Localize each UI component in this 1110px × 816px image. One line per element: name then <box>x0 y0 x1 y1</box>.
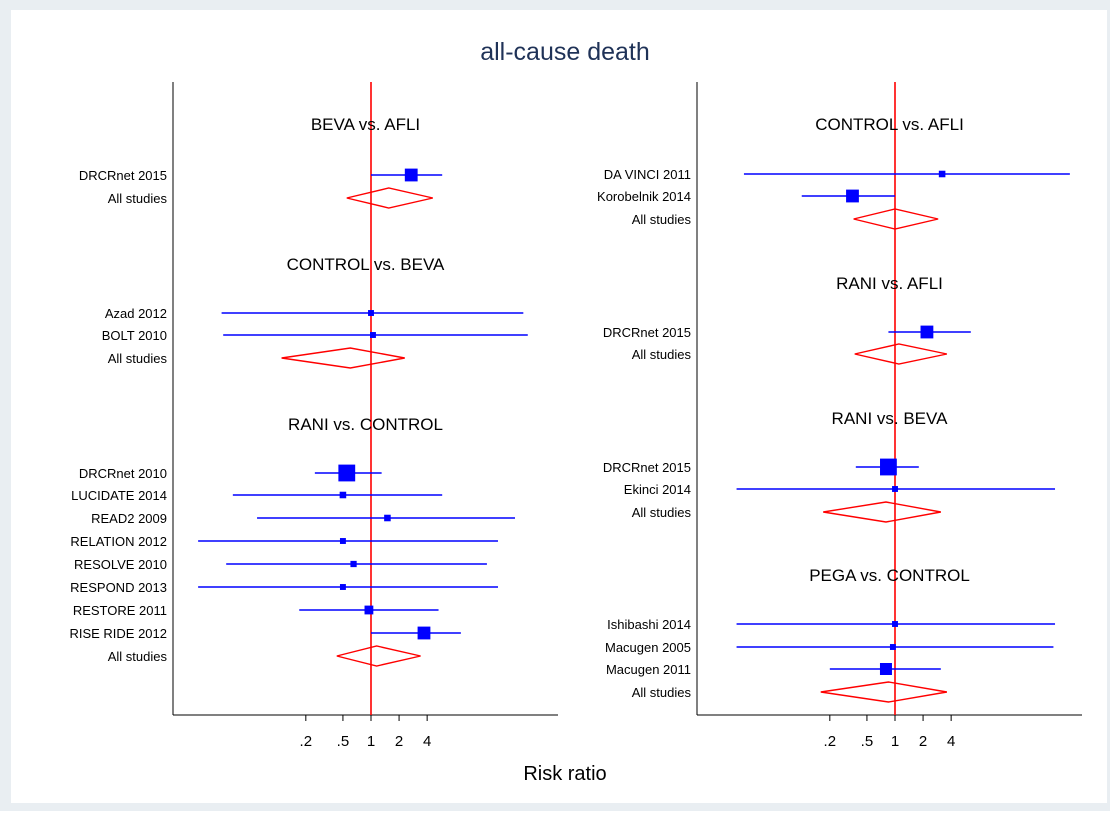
study-label: RESPOND 2013 <box>70 580 167 595</box>
study-estimate-marker <box>384 514 391 522</box>
study-label: Korobelnik 2014 <box>597 189 691 204</box>
pooled-estimate-diamond <box>823 501 941 523</box>
study-estimate-marker <box>370 332 376 338</box>
figure-title: all-cause death <box>480 38 650 66</box>
study-estimate-marker <box>938 170 946 178</box>
x-tick-label: 2 <box>919 733 927 750</box>
pooled-label: All studies <box>108 649 168 664</box>
study-estimate-marker <box>350 560 357 568</box>
study-estimate-marker <box>892 486 898 492</box>
study-label: Macugen 2005 <box>605 640 691 655</box>
x-axis-title: Risk ratio <box>523 763 606 785</box>
study-estimate-marker <box>920 325 934 339</box>
comparison-title: RANI vs. BEVA <box>832 409 949 428</box>
study-label: Ekinci 2014 <box>624 482 691 497</box>
study-label: Azad 2012 <box>105 306 167 321</box>
pooled-estimate-diamond <box>281 347 405 369</box>
pooled-label: All studies <box>632 505 692 520</box>
study-estimate-marker <box>339 538 346 544</box>
comparison-title: RANI vs. CONTROL <box>288 415 443 434</box>
study-label: READ2 2009 <box>91 511 167 526</box>
study-estimate-marker <box>892 621 898 627</box>
study-estimate-marker <box>417 626 431 640</box>
study-label: RESTORE 2011 <box>73 603 167 618</box>
pooled-label: All studies <box>108 191 168 206</box>
x-tick-label: 4 <box>423 733 431 750</box>
comparison-title: PEGA vs. CONTROL <box>809 566 970 585</box>
study-label: RELATION 2012 <box>70 534 167 549</box>
study-label: LUCIDATE 2014 <box>71 488 167 503</box>
study-estimate-marker <box>338 464 356 482</box>
comparison-title: CONTROL vs. BEVA <box>287 255 445 274</box>
study-estimate-marker <box>880 458 897 476</box>
x-tick-label: .2 <box>824 733 837 750</box>
study-label: RESOLVE 2010 <box>74 557 167 572</box>
study-estimate-marker <box>846 189 859 203</box>
pooled-estimate-diamond <box>854 343 948 365</box>
study-estimate-marker <box>889 644 896 650</box>
study-estimate-marker <box>404 168 418 182</box>
study-label: DRCRnet 2015 <box>79 168 167 183</box>
study-label: RISE RIDE 2012 <box>69 626 167 641</box>
x-tick-label: .5 <box>337 733 350 750</box>
x-tick-label: .5 <box>861 733 874 750</box>
study-label: DRCRnet 2010 <box>79 466 167 481</box>
comparison-title: RANI vs. AFLI <box>836 274 943 293</box>
x-tick-label: 2 <box>395 733 403 750</box>
left-forest-panel: .2 .5 1 2 4 BEVA vs. AFLI DRCRnet 2015 All stud… <box>69 82 558 750</box>
study-label: DA VINCI 2011 <box>604 167 691 182</box>
study-estimate-marker <box>364 605 374 615</box>
pooled-estimate-diamond <box>346 187 433 209</box>
pooled-estimate-diamond <box>336 645 421 667</box>
study-label: DRCRnet 2015 <box>603 460 691 475</box>
pooled-label: All studies <box>632 685 692 700</box>
pooled-estimate-diamond <box>853 208 939 230</box>
x-tick-label: 1 <box>891 733 899 750</box>
plot-background <box>11 10 1107 803</box>
study-estimate-marker <box>368 310 374 316</box>
x-tick-label: .2 <box>300 733 313 750</box>
study-estimate-marker <box>879 663 892 675</box>
right-forest-panel: .2 .5 1 2 4 CONTROL vs. AFLI DA VINCI 2011 Koro… <box>597 82 1082 750</box>
study-label: Macugen 2011 <box>606 662 691 677</box>
study-label: BOLT 2010 <box>102 328 167 343</box>
study-estimate-marker <box>339 491 347 499</box>
study-estimate-marker <box>339 584 346 590</box>
comparison-title: BEVA vs. AFLI <box>311 115 420 134</box>
pooled-label: All studies <box>632 212 692 227</box>
study-label: DRCRnet 2015 <box>603 325 691 340</box>
comparison-title: CONTROL vs. AFLI <box>815 115 964 134</box>
x-tick-label: 1 <box>367 733 375 750</box>
pooled-label: All studies <box>108 351 168 366</box>
x-tick-label: 4 <box>947 733 955 750</box>
study-label: Ishibashi 2014 <box>607 617 691 632</box>
pooled-label: All studies <box>632 347 692 362</box>
pooled-estimate-diamond <box>820 681 947 703</box>
